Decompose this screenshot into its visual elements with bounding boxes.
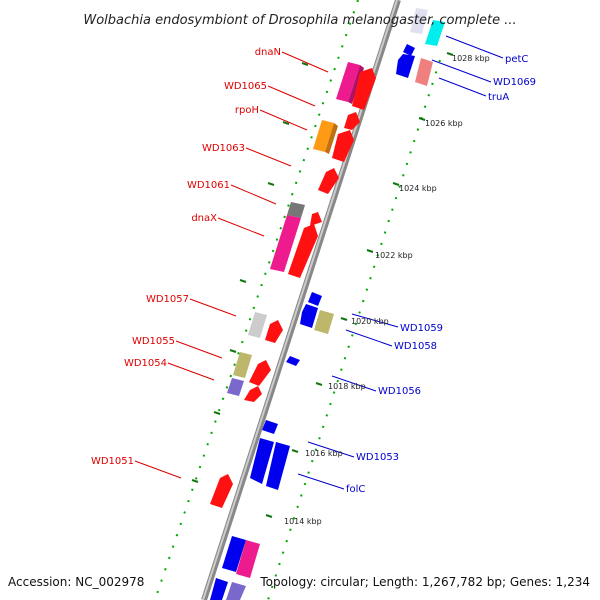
gene-label[interactable]: WD1059: [400, 323, 443, 334]
gene-WD1069[interactable]: [396, 44, 415, 78]
scale-label: 1024 kbp: [399, 184, 437, 193]
gene-label[interactable]: dnaX: [191, 213, 217, 224]
gene-WD1056[interactable]: [286, 356, 300, 366]
gene-label[interactable]: WD1056: [378, 386, 421, 397]
gene-label[interactable]: folC: [346, 484, 365, 495]
gene-WD1051[interactable]: [210, 474, 233, 508]
gene-label[interactable]: WD1055: [132, 336, 175, 347]
scale-labels: 1028 kbp 1026 kbp 1024 kbp 1022 kbp 1020…: [284, 54, 490, 526]
right-leader-lines: [297, 35, 504, 490]
gene-features: [210, 8, 445, 600]
gene-lower-cluster[interactable]: [210, 536, 260, 600]
gene-WD1057[interactable]: [248, 312, 283, 343]
gene-WD1063[interactable]: [318, 168, 339, 194]
gene-label[interactable]: WD1063: [202, 143, 245, 154]
scale-label: 1022 kbp: [375, 251, 413, 260]
gene-WD1054[interactable]: [227, 378, 262, 402]
gene-WD1053[interactable]: [250, 420, 290, 490]
left-gene-labels: dnaN WD1065 rpoH WD1063 WD1061 dnaX WD10…: [91, 47, 281, 467]
accession-text: Accession: NC_002978: [8, 575, 144, 589]
gene-label[interactable]: WD1054: [124, 358, 167, 369]
gene-truA[interactable]: [415, 58, 433, 86]
gene-label[interactable]: truA: [488, 92, 509, 103]
scale-label: 1016 kbp: [305, 449, 343, 458]
scale-ticks: [191, 52, 454, 518]
gene-WD1055[interactable]: [233, 352, 271, 386]
gene-label[interactable]: WD1065: [224, 81, 267, 92]
genome-summary-text: Topology: circular; Length: 1,267,782 bp…: [259, 575, 590, 589]
left-leader-lines: [134, 51, 329, 479]
scale-label: 1020 kbp: [351, 317, 389, 326]
gene-petC[interactable]: [410, 8, 445, 46]
gene-label[interactable]: rpoH: [235, 105, 259, 116]
gene-label[interactable]: WD1058: [394, 341, 437, 352]
scale-label: 1026 kbp: [425, 119, 463, 128]
gene-label[interactable]: WD1051: [91, 456, 134, 467]
right-gene-labels: petC WD1069 truA WD1059 WD1058 WD1056 WD…: [346, 54, 536, 495]
gene-label[interactable]: WD1069: [493, 77, 536, 88]
gene-label[interactable]: petC: [505, 54, 528, 65]
scale-label: 1028 kbp: [452, 54, 490, 63]
gene-label[interactable]: WD1057: [146, 294, 189, 305]
gene-label[interactable]: dnaN: [255, 47, 281, 58]
gene-dnaN[interactable]: [336, 62, 376, 110]
scale-label: 1018 kbp: [328, 382, 366, 391]
scale-label: 1014 kbp: [284, 517, 322, 526]
gene-rpoH[interactable]: [313, 112, 360, 162]
gene-dnaX[interactable]: [270, 202, 322, 278]
map-title: Wolbachia endosymbiont of Drosophila mel…: [83, 13, 516, 28]
gene-WD1058[interactable]: [314, 310, 334, 334]
gene-label[interactable]: WD1053: [356, 452, 399, 463]
gene-label[interactable]: WD1061: [187, 180, 230, 191]
gene-WD1059[interactable]: [300, 292, 322, 328]
